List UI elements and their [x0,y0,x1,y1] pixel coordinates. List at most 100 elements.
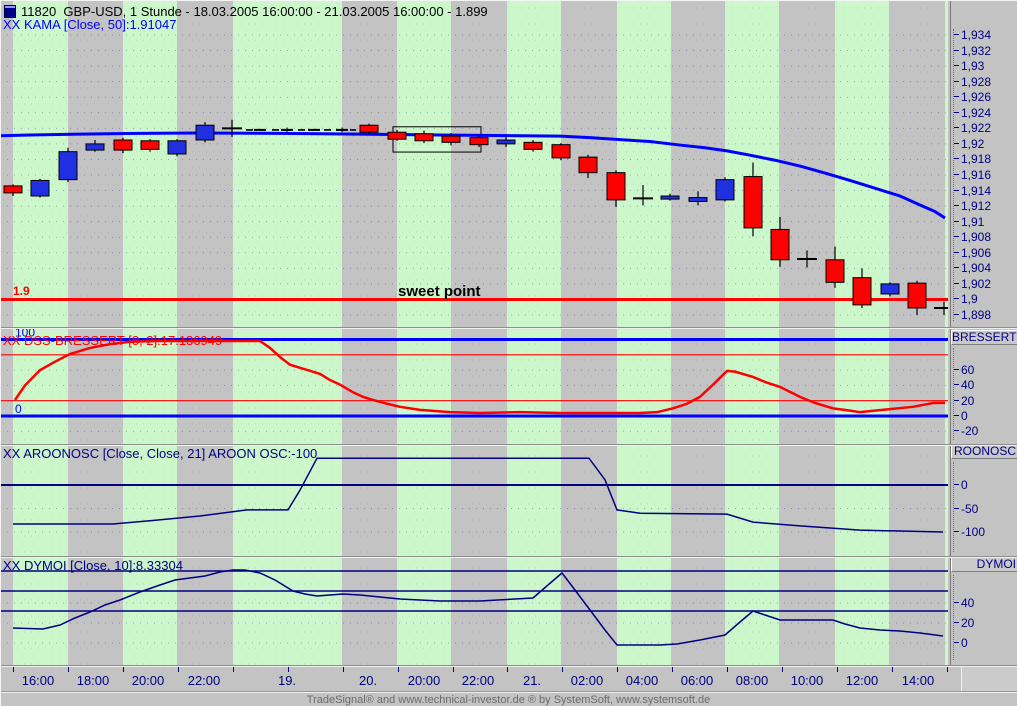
time-axis-corner [961,667,1017,691]
axis-tick [954,205,959,207]
time-tick-label: 04:00 [625,673,659,688]
time-tick [672,667,673,672]
axis-tick [954,531,959,532]
dymoi-tick-label: 40 [961,596,975,610]
axis-tick [954,251,959,253]
axis-tick [954,314,959,315]
price-tick-label: 1,908 [961,230,992,245]
sweet-point-annotation[interactable]: sweet point [398,283,481,300]
time-tick [178,667,179,672]
price-tick-label: 1,93 [961,59,985,74]
price-tick-label: 1,92 [961,136,985,151]
panel-splitter [0,557,1017,558]
axis-tick [954,267,959,269]
panel-splitter [0,666,1017,667]
time-tick-label: 19. [277,673,297,688]
axis-tick [954,399,959,401]
price-tick-label: 1,926 [961,90,992,105]
dss-tick-label: 60 [961,363,975,378]
axis-tick [954,622,959,623]
time-tick [727,667,728,672]
chart-canvas[interactable]: sweet point 1.9 100 0 [0,0,948,666]
time-tick [892,667,893,672]
time-tick [13,667,14,672]
axis-tick [954,49,959,51]
axis-tick [954,484,959,485]
time-tick-label: 10:00 [790,673,824,688]
axis-tick [954,111,959,113]
dss-panel[interactable]: 100 0 [0,326,948,418]
price-tick-label: 1,928 [961,74,992,89]
dss-indicator-label[interactable]: XX DSS-BRESSERT [8, 2]:17.136949 [3,333,223,348]
time-tick-label: 20:00 [407,673,441,688]
axis-dotted-line [953,348,955,440]
price-tick-label: 1,9 [961,292,978,307]
axis-tick [954,34,959,35]
time-tick-label: 18:00 [76,673,110,688]
price-tick-label: 1,902 [961,276,992,291]
aroon-curve[interactable] [13,457,944,533]
time-tick-label: 08:00 [735,673,769,688]
dymoi-indicator-label[interactable]: XX DYMOI [Close, 10]:8.33304 [3,558,183,573]
window-edge [0,0,1,706]
dss-tick-label: 20 [961,393,975,408]
time-tick [947,667,948,672]
panel-splitter[interactable] [0,327,1017,328]
time-tick [233,667,234,672]
axis-tick [954,80,959,82]
aroon-panel[interactable] [0,457,948,533]
session-stripes [0,0,948,666]
price-axis[interactable]: 1,934 1,932 1,93 1,928 1,926 1,924 1,922 1,92 1,… [950,0,1017,666]
dymoi-panel[interactable] [0,569,948,646]
time-tick-label: 02:00 [570,673,604,688]
hline-value-label: 1.9 [13,284,30,298]
dss-panel-header: BRESSERT [951,330,1017,345]
aroon-tick-label: -100 [961,525,986,539]
dss-curve[interactable] [13,339,946,415]
kama-indicator-label[interactable]: XX KAMA [Close, 50]:1.91047 [3,17,177,32]
time-tick-label: 16:00 [21,673,55,688]
time-tick-label: 20. [358,673,378,688]
time-tick [453,667,454,672]
time-tick-label: 22:00 [187,673,221,688]
axis-tick [954,127,959,129]
dss-level-label: 0 [15,402,22,416]
time-tick-label: 14:00 [901,673,935,688]
time-tick-label: 12:00 [845,673,879,688]
time-tick [837,667,838,672]
price-tick-label: 1,932 [961,43,992,58]
panel-splitter[interactable] [0,444,1017,445]
axis-tick [954,96,959,98]
axis-tick [954,236,959,238]
time-tick [288,667,289,672]
time-tick-label: 21. [522,673,542,688]
time-tick [782,667,783,672]
price-tick-label: 1,898 [961,308,992,322]
price-tick-label: 1,924 [961,105,992,120]
price-tick-label: 1,934 [961,28,992,42]
dss-tick-label: -20 [961,424,979,439]
dymoi-curve[interactable] [12,569,944,646]
axis-tick [954,220,959,222]
chart-title-row: 11820 GBP-USD, 1 Stunde - 18.03.2005 16:… [4,4,488,19]
time-tick [617,667,618,672]
axis-tick [954,282,959,284]
axis-tick [954,65,959,67]
aroon-indicator-label[interactable]: XX AROONOSC [Close, Close, 21] AROON OSC… [3,446,318,461]
aroon-tick-label: -50 [961,501,979,516]
axis-tick [954,142,959,144]
price-tick-label: 1,916 [961,168,992,182]
dss-tick-label: 0 [961,409,968,423]
time-axis[interactable]: 16:00 18:00 20:00 22:00 19. 20. 20:00 22:00 21. 0… [0,667,1017,691]
time-tick-label: 06:00 [680,673,714,688]
time-tick [398,667,399,672]
price-tick-label: 1,914 [961,183,992,198]
time-tick-label: 22:00 [461,673,495,688]
aroon-panel-header: ROONOSC [951,444,1017,459]
candlesticks[interactable] [3,119,948,315]
panel-splitter[interactable] [0,556,1017,557]
window-icon [4,5,16,18]
aroon-tick-label: 0 [961,478,968,492]
axis-tick [954,174,959,175]
dss-level-label: 100 [15,326,35,340]
